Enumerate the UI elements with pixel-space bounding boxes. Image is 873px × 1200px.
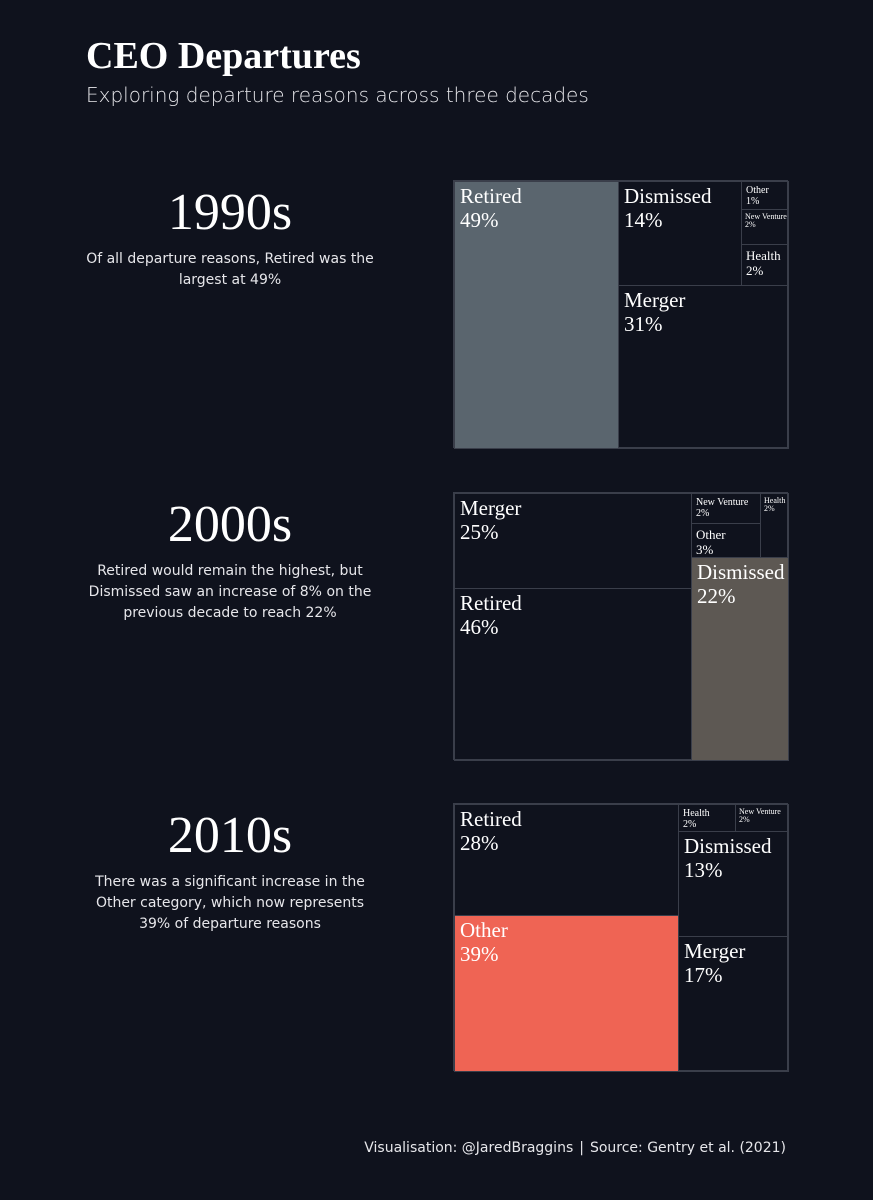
- cell-label: New Venture: [739, 807, 781, 816]
- cell-label: Merger: [684, 939, 746, 963]
- cell-label: Health: [746, 248, 781, 263]
- page-title: CEO Departures: [86, 35, 361, 77]
- cell-other: Other 3%: [691, 523, 761, 558]
- cell-value: 14%: [624, 208, 663, 232]
- cell-value: 2%: [696, 508, 710, 519]
- cell-value: 28%: [460, 831, 499, 855]
- decade-label-2000s: 2000s: [167, 496, 293, 553]
- cell-value: 39%: [460, 942, 499, 966]
- cell-label: Health: [764, 496, 786, 505]
- cell-value: 2%: [739, 815, 750, 824]
- cell-health: Health 2%: [678, 804, 736, 832]
- cell-health: Health 2%: [760, 493, 789, 558]
- footer-credit: Visualisation: @JaredBraggins: [364, 1140, 574, 1156]
- footer-separator: |: [579, 1140, 584, 1156]
- cell-dismissed: Dismissed 22%: [691, 557, 789, 761]
- cell-value: 2%: [764, 504, 775, 513]
- cell-retired: Retired 28%: [454, 804, 679, 916]
- cell-value: 46%: [460, 615, 499, 639]
- treemap-1990s: Retired 49% Dismissed 14% Merger 31% Oth…: [453, 180, 789, 449]
- cell-value: 49%: [460, 208, 499, 232]
- cell-label: Other: [460, 918, 508, 942]
- cell-new-venture: New Venture 2%: [741, 209, 789, 245]
- cell-retired: Retired 46%: [454, 588, 692, 761]
- cell-dismissed: Dismissed 14%: [618, 181, 742, 286]
- cell-value: 17%: [684, 963, 723, 987]
- cell-label: Health: [683, 808, 710, 819]
- cell-label: Dismissed: [697, 560, 785, 584]
- cell-retired: Retired 49%: [454, 181, 619, 449]
- decade-note-2000s: Retired would remain the highest, but Di…: [88, 563, 372, 621]
- cell-value: 1%: [746, 196, 760, 207]
- cell-label: Retired: [460, 184, 522, 208]
- cell-value: 25%: [460, 520, 499, 544]
- cell-value: 3%: [696, 542, 714, 557]
- decade-note-1990s: Of all departure reasons, Retired was th…: [86, 251, 374, 288]
- cell-value: 31%: [624, 312, 663, 336]
- cell-dismissed: Dismissed 13%: [678, 831, 789, 937]
- decade-note-2010s: There was a significant increase in the …: [95, 874, 365, 932]
- cell-value: 13%: [684, 858, 723, 882]
- treemap-2000s: Merger 25% Retired 46% New Venture 2% He…: [453, 492, 789, 761]
- cell-label: Merger: [460, 496, 522, 520]
- footer-credits: Visualisation: @JaredBraggins | Source: Ge…: [364, 1140, 786, 1156]
- cell-label: Retired: [460, 807, 522, 831]
- cell-new-venture: New Venture 2%: [735, 804, 789, 832]
- cell-label: New Venture: [696, 497, 749, 508]
- footer-source: Source: Gentry et al. (2021): [589, 1140, 786, 1156]
- cell-value: 2%: [683, 819, 697, 830]
- page-subtitle: Exploring departure reasons across three…: [86, 83, 589, 107]
- cell-value: 22%: [697, 584, 736, 608]
- cell-new-venture: New Venture 2%: [691, 493, 761, 524]
- cell-merger: Merger 31%: [618, 285, 789, 449]
- cell-label: Other: [746, 185, 769, 196]
- cell-label: Retired: [460, 591, 522, 615]
- cell-label: Dismissed: [624, 184, 712, 208]
- cell-value: 2%: [746, 263, 764, 278]
- cell-other: Other 1%: [741, 181, 789, 210]
- decade-label-1990s: 1990s: [167, 184, 293, 241]
- decade-label-2010s: 2010s: [167, 807, 293, 864]
- cell-merger: Merger 25%: [454, 493, 692, 589]
- cell-value: 2%: [745, 220, 756, 229]
- cell-label: Other: [696, 527, 726, 542]
- cell-label: New Venture: [745, 212, 787, 221]
- cell-other: Other 39%: [454, 915, 679, 1072]
- cell-health: Health 2%: [741, 244, 789, 286]
- treemap-2010s: Retired 28% Other 39% Health 2% New Vent…: [453, 803, 789, 1072]
- cell-label: Merger: [624, 288, 686, 312]
- cell-label: Dismissed: [684, 834, 772, 858]
- cell-merger: Merger 17%: [678, 936, 789, 1072]
